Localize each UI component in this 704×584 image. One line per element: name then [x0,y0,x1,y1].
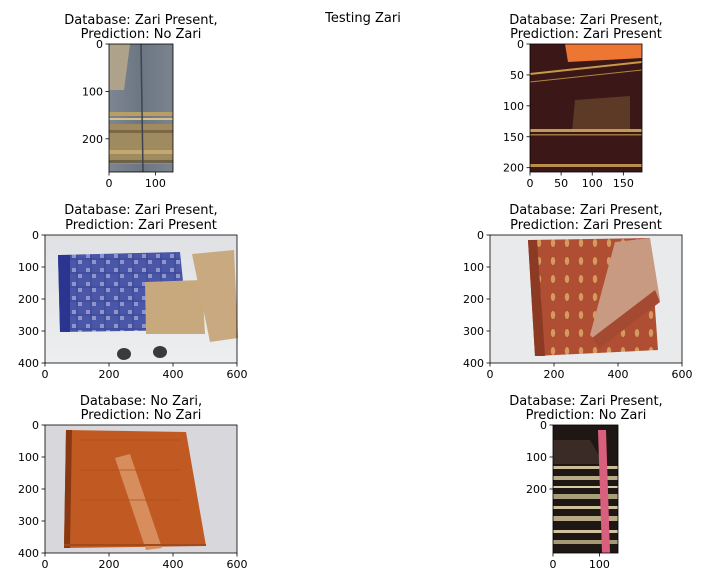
panel-1-image [109,43,173,173]
panel-3: Database: Zari Present, Prediction: Zari… [44,203,238,364]
panel-3-ytick-label: 0 [32,229,39,242]
panel-3-ytick-label: 400 [18,357,39,370]
panel-6-ytick-label: 100 [526,451,547,464]
panel-2-xtick-label: 50 [554,177,568,190]
panel-5-xtick-label: 200 [99,558,120,571]
panel-2-ytick-label: 50 [510,69,524,82]
panel-6-image [553,425,618,553]
panel-6-xtick-label: 100 [589,558,610,571]
panel-1-ytick-label: 200 [82,133,103,146]
panel-6-title-line-2: Prediction: No Zari [526,408,647,423]
panel-2-xtick-label: 100 [582,177,603,190]
panel-4-ytick-label: 100 [463,261,484,274]
panel-3-xtick-label: 400 [163,368,184,381]
panel-1-ytick-label: 100 [82,85,103,98]
panel-4-xtick-label: 600 [672,368,693,381]
panel-5-xtick-label: 600 [227,558,248,571]
panel-2-xtick-label: 0 [527,177,534,190]
panel-4-xtick-label: 200 [544,368,565,381]
panel-5-ytick-label: 400 [18,547,39,560]
figure-suptitle: Testing Zari [324,11,401,26]
panel-6: Database: Zari Present, Prediction: No Z… [509,394,663,554]
panel-4-xtick-label: 0 [487,368,494,381]
panel-3-title-line-2: Prediction: Zari Present [65,218,217,233]
panel-3-xtick-label: 200 [99,368,120,381]
panel-2-image [529,44,643,172]
panel-2: Database: Zari Present, Prediction: Zari… [509,13,663,173]
panel-4-title-line-2: Prediction: Zari Present [510,218,662,233]
panel-5-title-line-2: Prediction: No Zari [81,408,202,423]
panel-3-ytick-label: 100 [18,261,39,274]
panel-4-xtick-label: 400 [608,368,629,381]
panel-2-axes [529,43,643,173]
panel-3-xtick-label: 0 [42,368,49,381]
panel-4: Database: Zari Present, Prediction: Zari… [489,203,683,364]
panel-6-title-line-1: Database: Zari Present, [509,394,662,409]
panel-6-ytick-label: 0 [540,419,547,432]
panel-2-xtick-label: 150 [613,177,634,190]
panel-2-ytick-label: 100 [503,100,524,113]
panel-2-title-line-2: Prediction: Zari Present [510,27,662,42]
panel-4-ytick-label: 200 [463,293,484,306]
panel-1-xtick-label: 100 [145,177,166,190]
panel-5-ytick-label: 300 [18,515,39,528]
panel-3-xtick-label: 600 [227,368,248,381]
panel-2-title-line-1: Database: Zari Present, [509,13,662,28]
panel-1-ytick-label: 0 [96,38,103,51]
panel-6-xtick-label: 0 [550,558,557,571]
panel-5-ytick-label: 100 [18,451,39,464]
panel-5-title-line-1: Database: No Zari, [80,394,202,409]
panel-5: Database: No Zari, Prediction: No Zari [44,394,238,554]
panel-3-image [45,235,238,363]
panel-5-xtick-label: 400 [163,558,184,571]
panel-3-title-line-1: Database: Zari Present, [64,203,217,218]
panel-6-ytick-label: 200 [526,483,547,496]
panel-2-ytick-label: 0 [517,38,524,51]
panel-5-ytick-label: 200 [18,483,39,496]
panel-5-xtick-label: 0 [42,558,49,571]
panel-1-title-line-1: Database: Zari Present, [64,13,217,28]
panel-1-xtick-label: 0 [106,177,113,190]
panel-1-axes [108,43,174,173]
panel-4-image [490,235,682,363]
panel-1: Database: Zari Present, Prediction: No Z… [64,13,218,173]
panel-3-ytick-label: 300 [18,325,39,338]
panel-4-ytick-label: 0 [477,229,484,242]
panel-2-ytick-label: 200 [503,162,524,175]
panel-5-ytick-label: 0 [32,419,39,432]
panel-5-image [45,425,237,553]
panel-4-ytick-label: 400 [463,357,484,370]
panel-3-ytick-label: 200 [18,293,39,306]
panel-1-title-line-2: Prediction: No Zari [81,27,202,42]
panel-2-ytick-label: 150 [503,131,524,144]
panel-4-title-line-1: Database: Zari Present, [509,203,662,218]
panel-4-ytick-label: 300 [463,325,484,338]
